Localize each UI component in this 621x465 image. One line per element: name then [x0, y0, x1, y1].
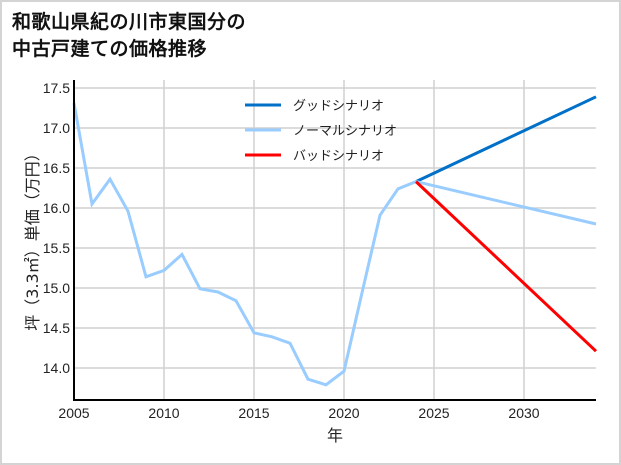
legend-label: グッドシナリオ: [293, 99, 384, 114]
x-tick-label: 2025: [418, 405, 449, 421]
y-axis-label: 坪（3.3㎡）単価（万円）: [23, 145, 42, 330]
legend-label: ノーマルシナリオ: [293, 124, 397, 139]
legend-label: バッドシナリオ: [293, 149, 384, 164]
axes: [73, 80, 596, 401]
y-tick-label: 14.0: [43, 360, 70, 376]
tick-labels: 14.0 14.5 15.0 15.5 16.0 16.5 17.0 17.5 2005 2010…: [43, 80, 540, 421]
series-line: [72, 102, 597, 387]
y-tick-label: 16.0: [43, 200, 70, 216]
series-line: [414, 180, 598, 353]
x-tick-label: 2010: [148, 405, 179, 421]
y-tick-label: 14.5: [43, 320, 70, 336]
chart-title-line-2: 中古戸建ての価格推移: [12, 38, 208, 60]
y-tick-label: 17.5: [43, 80, 70, 96]
x-tick-label: 2005: [58, 405, 89, 421]
y-tick-label: 15.5: [43, 240, 70, 256]
x-axis-label: 年: [327, 426, 343, 445]
series-lines: [72, 95, 598, 387]
y-tick-label: 16.5: [43, 160, 70, 176]
chart-title-line-1: 和歌山県紀の川市東国分の: [12, 11, 247, 33]
chart-title: 和歌山県紀の川市東国分の 中古戸建ての価格推移: [12, 9, 246, 63]
series-line: [415, 95, 597, 183]
y-tick-label: 15.0: [43, 280, 70, 296]
y-tick-label: 17.0: [43, 120, 70, 136]
x-tick-label: 2015: [238, 405, 269, 421]
x-tick-label: 2030: [508, 405, 539, 421]
x-tick-label: 2020: [328, 405, 359, 421]
